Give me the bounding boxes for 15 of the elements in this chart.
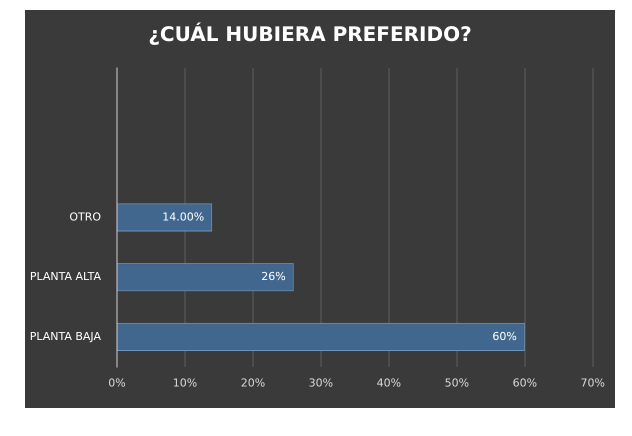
data-label: 26% — [261, 270, 286, 284]
y-tick-label: PLANTA BAJA — [30, 330, 102, 343]
x-tick-label: 30% — [308, 376, 334, 390]
x-tick-label: 20% — [240, 376, 266, 390]
chart-title: ¿CUÁL HUBIERA PREFERIDO? — [148, 22, 472, 46]
x-tick-label: 60% — [512, 376, 538, 390]
x-tick-label: 70% — [580, 376, 605, 390]
x-tick-label: 0% — [108, 376, 126, 390]
y-tick-label: PLANTA ALTA — [30, 270, 102, 284]
x-tick-label: 50% — [444, 376, 470, 390]
data-label: 14.00% — [162, 210, 204, 224]
x-tick-label: 10% — [172, 376, 198, 390]
x-tick-label: 40% — [376, 376, 402, 390]
y-tick-label: OTRO — [69, 210, 102, 224]
data-label: 60% — [492, 330, 517, 343]
